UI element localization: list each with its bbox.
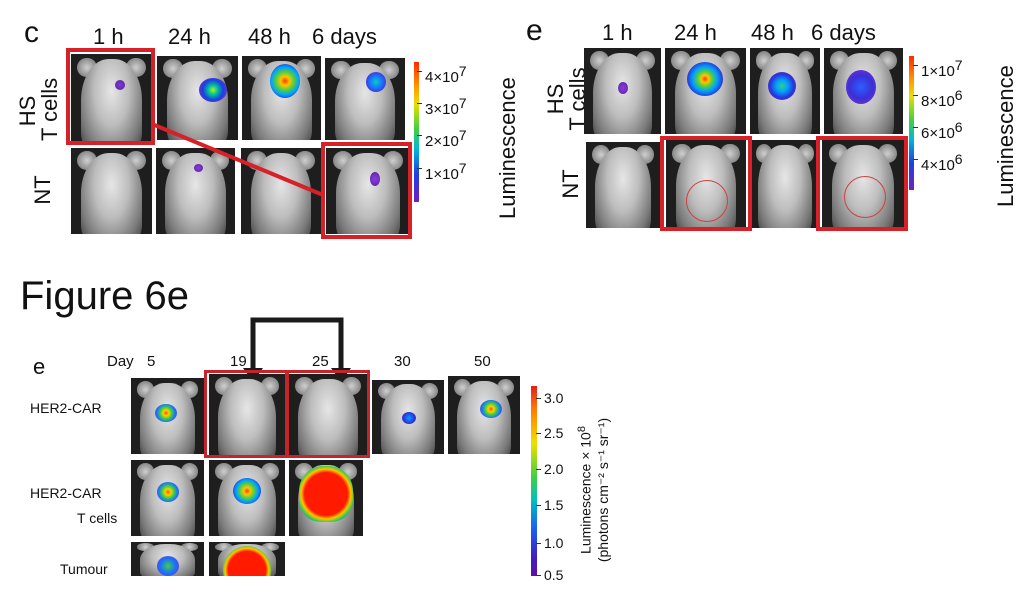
panel-e-letter: e (526, 14, 543, 47)
highlight-box (816, 136, 908, 231)
panel-e-timepoint-48h: 48 h (751, 20, 794, 45)
row-her2-car-tcells-line2: T cells (77, 510, 118, 526)
colorbar (414, 62, 419, 202)
row-her2-car-tcells-line1: HER2-CAR (30, 485, 102, 501)
colorbar-tick: 3×107 (417, 95, 467, 118)
mouse-image (71, 148, 152, 234)
mouse-image (209, 460, 285, 536)
mouse-image (209, 374, 285, 456)
mouse-image (586, 142, 660, 228)
mouse-image (325, 58, 405, 140)
highlight-box (204, 370, 288, 458)
mouse-image (665, 48, 746, 134)
colorbar-label: Luminescence × 108 (photons cm⁻² s⁻¹ sr⁻… (574, 370, 614, 610)
colorbar-label-line1: Luminescence × 10 (577, 432, 594, 554)
colorbar-tick: 2.5 (535, 425, 564, 441)
colorbar-tick: 3.0 (535, 390, 564, 406)
mouse-image (822, 140, 904, 228)
mouse-image (71, 54, 152, 142)
colorbar (909, 56, 914, 190)
mouse-image (156, 148, 235, 234)
mouse-image (209, 542, 285, 576)
mouse-image (289, 374, 367, 456)
row-tumour: Tumour (60, 561, 108, 577)
colorbar-tick: 6×106 (913, 119, 963, 142)
panel-6e-letter: e (33, 354, 46, 379)
mouse-image (666, 140, 746, 228)
highlight-box (660, 136, 752, 231)
colorbar-tick: 2.0 (535, 461, 564, 477)
day-19: 19 (230, 353, 247, 370)
day-5: 5 (147, 353, 156, 370)
panel-c-letter: c (24, 16, 39, 49)
mouse-image (289, 460, 363, 536)
highlight-box (286, 370, 370, 458)
day-50: 50 (474, 353, 491, 370)
panel-e-timepoint-1h: 1 h (602, 20, 633, 45)
day-25: 25 (312, 353, 329, 370)
mouse-image (584, 48, 661, 134)
colorbar-label-line2: (photons cm⁻² s⁻¹ sr⁻¹) (594, 417, 611, 563)
mouse-image (372, 380, 444, 454)
mouse-image (157, 56, 238, 140)
colorbar-tick: 1×107 (417, 160, 467, 183)
mouse-image (131, 542, 204, 576)
colorbar-tick: 1.5 (535, 497, 564, 513)
colorbar-tick: 4×107 (417, 63, 467, 86)
highlight-box (321, 142, 412, 239)
figure-title: Figure 6e (20, 274, 189, 318)
day-label: Day (107, 353, 134, 370)
mouse-image (242, 56, 321, 140)
mouse-image (824, 48, 903, 134)
day-30: 30 (394, 353, 411, 370)
colorbar-tick: 2×107 (417, 127, 467, 150)
colorbar-tick: 1×107 (913, 57, 963, 80)
mouse-image (131, 378, 204, 454)
panel-c-timepoint-6days: 6 days (312, 24, 377, 49)
colorbar (531, 386, 537, 576)
panel-c-timepoint-48h: 48 h (248, 24, 291, 49)
highlight-box (66, 48, 155, 145)
colorbar-tick: 8×106 (913, 87, 963, 110)
colorbar-label-exp: 8 (576, 426, 588, 433)
mouse-image (326, 148, 410, 234)
mouse-image (448, 376, 520, 454)
panel-e-timepoint-6days: 6 days (811, 20, 876, 45)
panel-e-timepoint-24h: 24 h (674, 20, 717, 45)
colorbar-tick: 1.0 (535, 535, 564, 551)
mouse-image (131, 460, 204, 536)
row-her2-car: HER2-CAR (30, 400, 102, 416)
panel-c-timepoint-1h: 1 h (93, 24, 124, 49)
mouse-image (750, 140, 820, 228)
colorbar-tick: 4×106 (913, 151, 963, 174)
panel-c-timepoint-24h: 24 h (168, 24, 211, 49)
mouse-image (750, 48, 820, 134)
